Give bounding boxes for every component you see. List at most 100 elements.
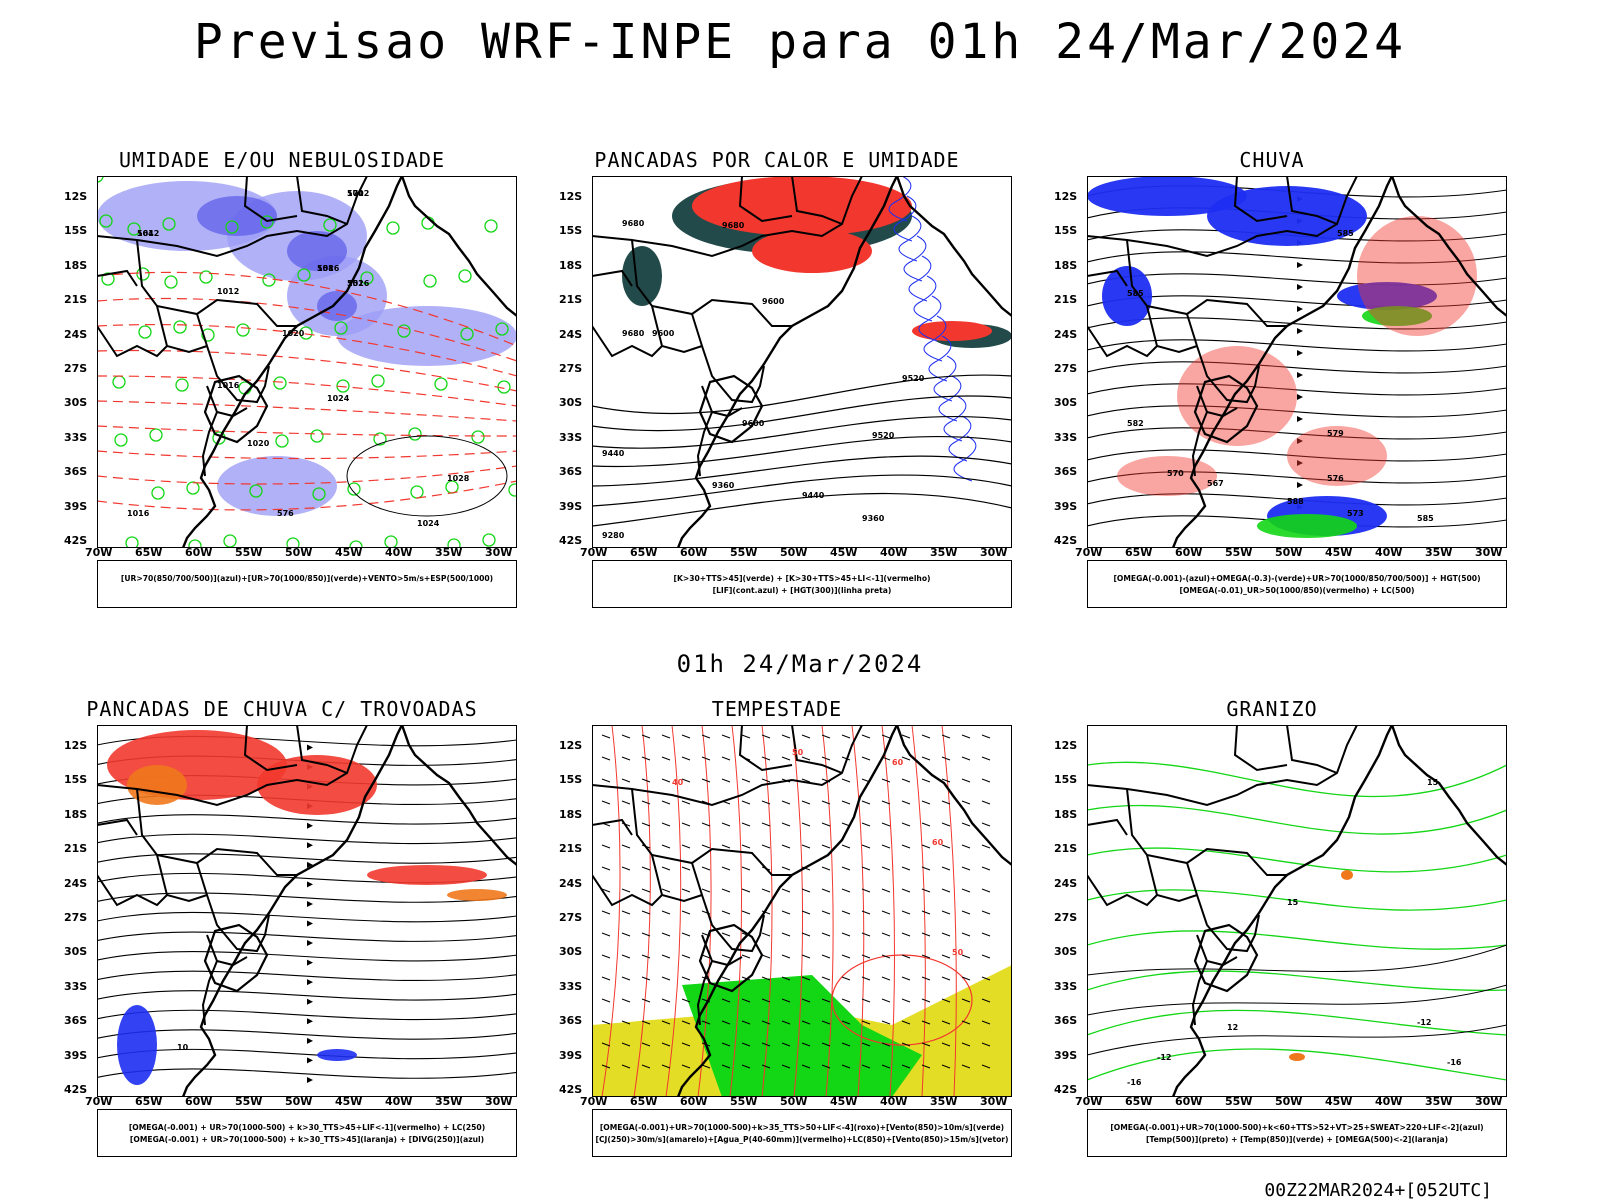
lc850-contour xyxy=(761,725,773,1097)
humidity-contour xyxy=(299,326,313,340)
lon-tick-label: 45W xyxy=(1325,546,1353,559)
contour-label: 9520 xyxy=(902,374,925,383)
humidity-contour xyxy=(297,268,311,282)
wind-vector xyxy=(981,888,991,893)
streamline xyxy=(1087,471,1507,484)
border-line xyxy=(97,818,138,836)
wind-vector xyxy=(901,1064,911,1069)
lat-tick-label: 36S xyxy=(559,1014,583,1028)
contour-label: 567 xyxy=(1207,479,1224,488)
lon-tick-label: 50W xyxy=(285,1095,313,1108)
humidity-contour xyxy=(260,215,274,229)
wind-vector xyxy=(761,844,771,849)
wind-vector xyxy=(921,932,931,937)
lat-tick-label: 36S xyxy=(64,1014,88,1028)
wind-vector xyxy=(661,756,671,761)
shaded-region xyxy=(752,229,872,273)
border-line xyxy=(1286,176,1338,225)
contour-label: 12 xyxy=(1227,1023,1238,1032)
contour-label: -16 xyxy=(1447,1058,1462,1067)
streamline-arrow xyxy=(307,1076,313,1083)
wind-vector xyxy=(841,844,851,849)
panel-chuva: CHUVA 585 585 582 579 576 573 570 567 588 585 [OM… xyxy=(1032,148,1512,628)
wind-vector xyxy=(701,866,711,871)
wind-vector xyxy=(921,954,931,959)
lat-tick-label: 36S xyxy=(1054,1014,1078,1028)
border-line xyxy=(97,725,368,807)
border-line xyxy=(651,305,703,354)
wind-vector xyxy=(761,734,771,739)
wind-vector xyxy=(881,778,891,783)
shaded-region xyxy=(622,246,662,306)
wind-vector xyxy=(781,976,791,981)
lc850-contour xyxy=(633,725,651,1097)
humidity-contour xyxy=(149,428,163,442)
lif-contour xyxy=(893,195,917,242)
wind-vector xyxy=(741,998,751,1003)
wind-vector xyxy=(921,998,931,1003)
contour-label: 588 xyxy=(1287,497,1304,506)
lat-tick-label: 30S xyxy=(1054,396,1078,410)
wind-vector xyxy=(621,1042,631,1047)
contour-label: 10 xyxy=(177,1043,189,1052)
lat-tick-label: 21S xyxy=(1054,842,1078,856)
lat-tick-label: 18S xyxy=(559,807,583,821)
contour-label: 573 xyxy=(1347,509,1364,518)
wind-vector xyxy=(921,756,931,761)
contour-label: 558 xyxy=(317,264,334,273)
humidity-contour xyxy=(273,376,287,390)
lon-tick-label: 70W xyxy=(1075,1095,1103,1108)
streamline xyxy=(97,814,517,825)
wind-vector xyxy=(741,800,751,805)
humidity-contour xyxy=(384,535,398,548)
lat-tick-label: 15S xyxy=(64,224,88,238)
border-line xyxy=(203,923,269,993)
lon-tick-label: 70W xyxy=(85,1095,113,1108)
wind-vector xyxy=(701,778,711,783)
wind-vector xyxy=(961,778,971,783)
wind-vector xyxy=(681,800,691,805)
wind-vector xyxy=(821,932,831,937)
wind-vector xyxy=(881,888,891,893)
wind-vector xyxy=(641,1042,651,1047)
wind-vector xyxy=(721,778,731,783)
lif-contour xyxy=(943,395,967,442)
border-line xyxy=(791,725,843,774)
lon-tick-label: 70W xyxy=(580,546,608,559)
coastline xyxy=(400,725,517,866)
lon-tick-label: 70W xyxy=(580,1095,608,1108)
lat-tick-label: 21S xyxy=(64,842,88,856)
wind-vector xyxy=(741,954,751,959)
border-line xyxy=(711,956,743,967)
humidity-contour xyxy=(460,327,474,341)
wind-vector xyxy=(881,954,891,959)
wind-vector xyxy=(601,910,611,915)
contour-label: 9360 xyxy=(712,481,735,490)
wind-vector xyxy=(821,756,831,761)
lon-tick-label: 50W xyxy=(780,546,808,559)
contour-label: 576 xyxy=(1327,474,1344,483)
contour-label: 9440 xyxy=(802,491,825,500)
coastline xyxy=(1171,176,1394,548)
humidity-contour xyxy=(188,539,202,548)
coastline xyxy=(676,176,899,548)
lon-tick-label: 40W xyxy=(385,546,413,559)
lat-tick-label: 15S xyxy=(1054,773,1078,787)
contour-label: -12 xyxy=(1417,1018,1431,1027)
wind-vector xyxy=(601,976,611,981)
streamline xyxy=(1087,339,1507,352)
wind-vector xyxy=(961,734,971,739)
lat-tick-label: 12S xyxy=(559,739,583,752)
wind-vector xyxy=(601,932,611,937)
legend-line: [OMEGA(-0.001) + UR>70(1000-500) + k>30_… xyxy=(128,1123,486,1132)
panel-title: CHUVA xyxy=(1239,148,1305,172)
lon-tick-label: 30W xyxy=(485,1095,513,1108)
wind-vector xyxy=(701,734,711,739)
wind-vector xyxy=(941,888,951,893)
wind-vector xyxy=(981,976,991,981)
lon-tick-label: 65W xyxy=(135,1095,163,1108)
wind-vector xyxy=(861,822,871,827)
lon-tick-label: 40W xyxy=(1375,546,1403,559)
wind-vector xyxy=(721,1042,731,1047)
contour-label: 552 xyxy=(347,279,364,288)
